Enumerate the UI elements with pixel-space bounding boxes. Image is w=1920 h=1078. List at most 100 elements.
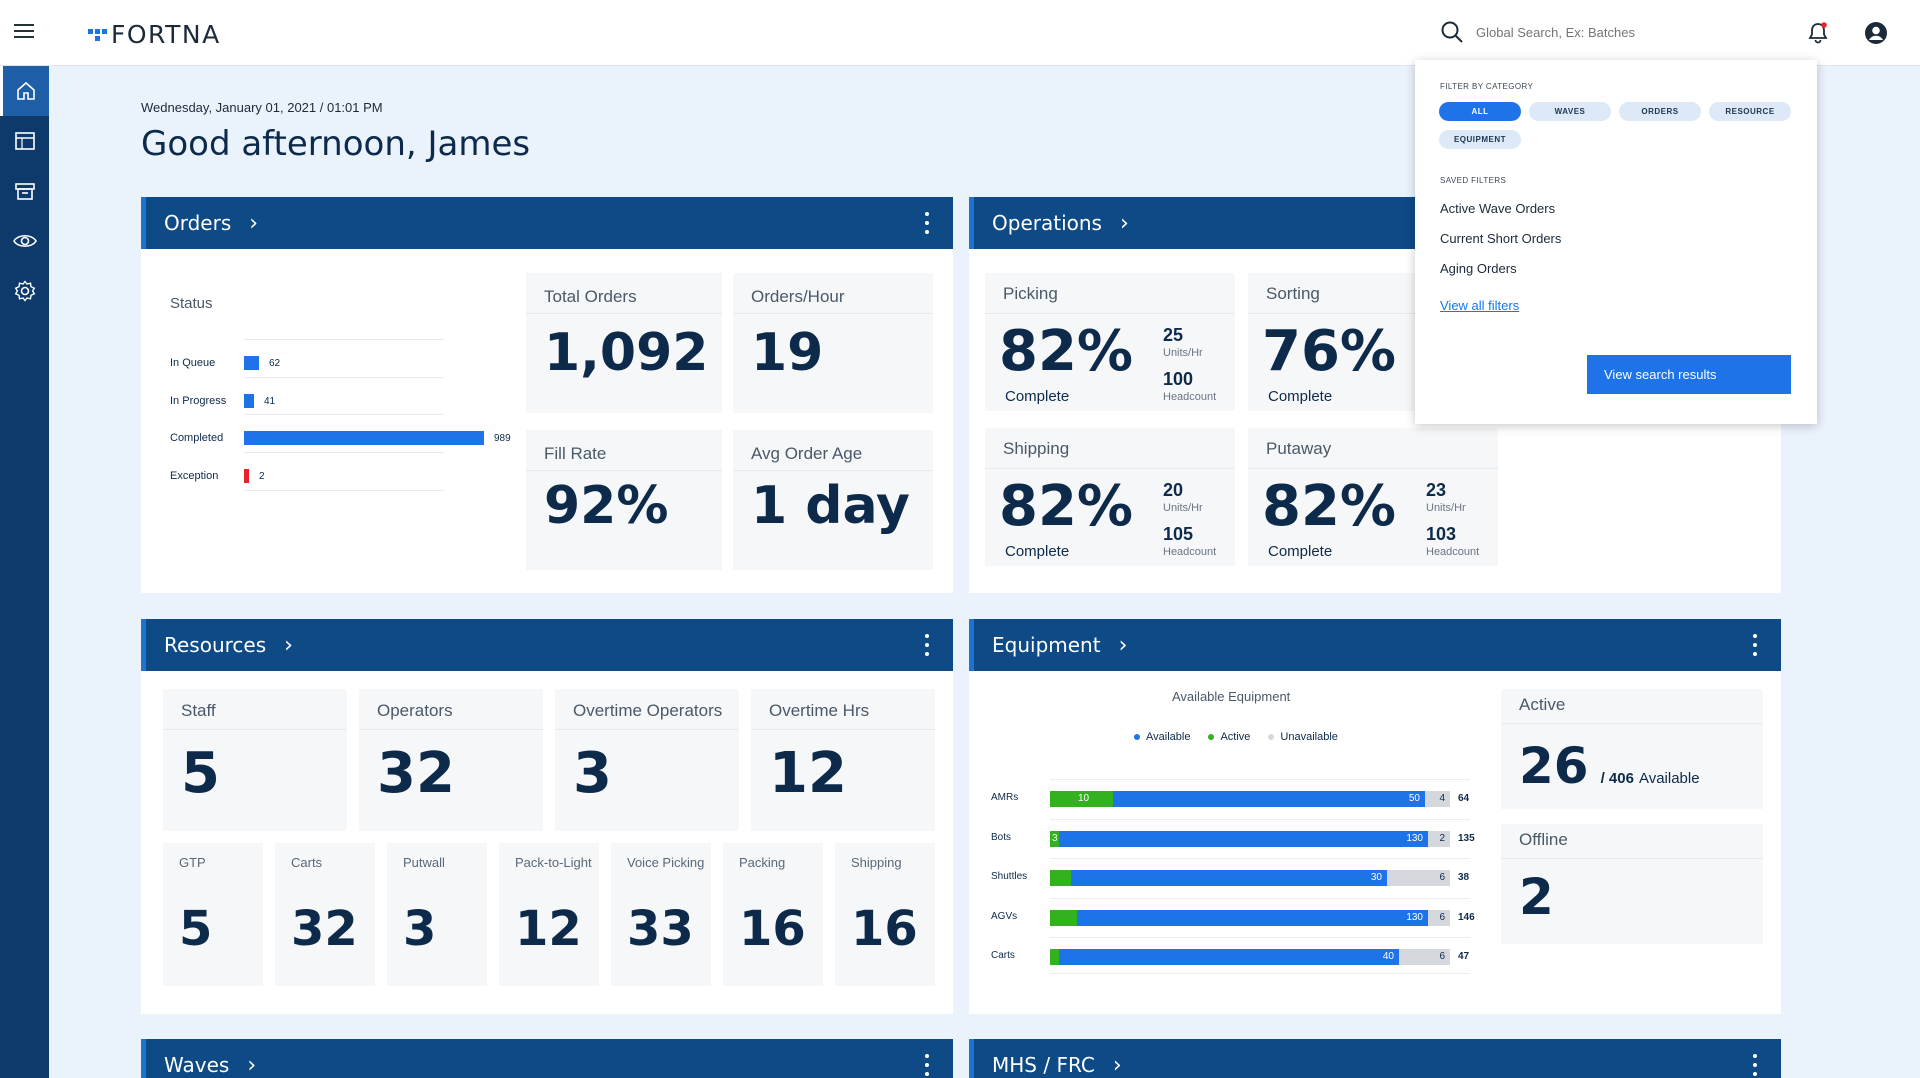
resource-sub-value: 16 (739, 901, 806, 957)
resource-card: Staff 5 (163, 689, 347, 831)
more-icon[interactable] (925, 1054, 931, 1076)
active-bar-segment: 1 (1050, 949, 1059, 965)
resource-sub-label: Putwall (403, 855, 445, 870)
sidebar-item-settings[interactable] (0, 266, 49, 316)
equipment-category-label: Shuttles (991, 871, 1028, 882)
more-icon[interactable] (925, 634, 931, 656)
resource-label: Overtime Hrs (769, 701, 870, 720)
sidebar-item-archive[interactable] (0, 166, 49, 216)
bar-value-label: 6 (1439, 951, 1445, 962)
resource-card: Overtime Operators 3 (555, 689, 739, 831)
resource-label: Staff (181, 701, 216, 720)
status-value: 62 (269, 357, 281, 369)
view-all-filters-link[interactable]: View all filters (1440, 298, 1520, 313)
ops-complete: Complete (1005, 388, 1070, 405)
more-icon[interactable] (1753, 1054, 1759, 1076)
resource-value: 32 (377, 741, 455, 806)
chevron-right-icon[interactable]: › (247, 1052, 257, 1078)
ops-shipping: Shipping 82% Complete 20 Units/Hr 105 He… (985, 428, 1235, 566)
top-bar: FORTNA (0, 0, 1920, 66)
status-chart (141, 197, 511, 593)
bar-value-label: 4 (1439, 793, 1445, 804)
sidebar-item-calendar[interactable] (0, 116, 49, 166)
chip-orders[interactable]: ORDERS (1619, 102, 1701, 121)
ops-pct: 82% (1262, 474, 1397, 539)
ops-complete: Complete (1268, 388, 1333, 405)
active-bar-segment: 10 (1050, 791, 1113, 807)
chip-waves[interactable]: WAVES (1529, 102, 1611, 121)
chevron-right-icon[interactable]: › (284, 632, 293, 658)
chevron-right-icon[interactable]: › (1119, 210, 1129, 236)
chevron-right-icon[interactable]: › (1118, 632, 1128, 658)
eye-icon (12, 234, 37, 248)
active-suffix-label: Available (1638, 770, 1700, 787)
offline-label: Offline (1519, 830, 1568, 849)
chip-equipment[interactable]: EQUIPMENT (1439, 130, 1521, 149)
status-row: In Queue 62 (170, 351, 280, 375)
waves-panel: Waves › (141, 1039, 953, 1078)
chip-all[interactable]: ALL (1439, 102, 1521, 121)
sidebar-item-home[interactable] (0, 66, 49, 116)
equipment-total-label: 47 (1458, 951, 1470, 962)
resource-sub-label: Packing (739, 855, 786, 870)
chevron-right-icon[interactable]: › (1112, 1052, 1122, 1078)
chevron-right-icon[interactable]: › (249, 210, 259, 236)
ops-rate: 23 (1426, 480, 1447, 500)
search-input[interactable] (1476, 24, 1716, 40)
active-label: Active (1519, 695, 1566, 714)
ops-headcount: 100 (1163, 369, 1194, 389)
resource-label: Operators (377, 701, 453, 720)
user-avatar-icon[interactable] (1864, 21, 1888, 45)
global-search[interactable] (1440, 20, 1716, 44)
saved-filter-item[interactable]: Aging Orders (1440, 261, 1517, 276)
search-icon[interactable] (1440, 20, 1464, 44)
equipment-category-label: Bots (991, 832, 1012, 843)
equipment-total-label: 38 (1458, 872, 1470, 883)
bar-value-label: 10 (1078, 793, 1090, 804)
resource-value: 5 (181, 741, 220, 806)
available-bar-segment: 130 (1059, 831, 1428, 847)
equipment-legend: Available Active Unavailable (1134, 731, 1338, 743)
kpi-label: Total Orders (544, 287, 637, 306)
sidebar-item-visibility[interactable] (0, 216, 49, 266)
chip-resource[interactable]: RESOURCE (1709, 102, 1791, 121)
bell-icon[interactable] (1806, 21, 1830, 45)
resource-sub-label: Pack-to-Light (515, 855, 592, 870)
kpi-value: 1,092 (544, 323, 709, 383)
saved-filter-item[interactable]: Current Short Orders (1440, 231, 1562, 246)
more-icon[interactable] (925, 212, 931, 234)
legend-label: Unavailable (1280, 731, 1338, 743)
bar-value-label: 2 (1439, 833, 1445, 844)
logo-mark-icon (88, 28, 107, 41)
equipment-category-label: Carts (991, 950, 1015, 961)
legend-available: Available (1134, 731, 1190, 743)
unavailable-bar-segment: 2 (1428, 831, 1450, 847)
unavailable-bar-segment: 4 (1425, 791, 1450, 807)
unavailable-bar-segment: 6 (1387, 870, 1450, 886)
ops-rate: 25 (1163, 325, 1184, 345)
saved-filter-item[interactable]: Active Wave Orders (1440, 201, 1556, 216)
status-row: In Progress 41 (170, 389, 275, 413)
menu-icon[interactable] (14, 24, 34, 40)
view-search-results-button[interactable]: View search results (1587, 355, 1791, 394)
status-bar (244, 431, 484, 445)
status-label: Exception (170, 470, 219, 482)
ops-pct: 76% (1262, 319, 1397, 384)
available-bar-segment: 50 (1113, 791, 1425, 807)
available-bar-segment: 40 (1059, 949, 1399, 965)
ops-headcount: 103 (1426, 524, 1457, 544)
resource-sub-label: Shipping (851, 855, 902, 870)
chart-gridline (1050, 779, 1470, 780)
more-icon[interactable] (1753, 634, 1759, 656)
kpi-avg-order-age: Avg Order Age 1 day (733, 430, 933, 570)
home-icon (17, 81, 35, 100)
resource-sub-card: Carts 32 (275, 843, 375, 986)
bar-value-label: 30 (1370, 872, 1382, 883)
orders-header: Orders › (141, 197, 953, 249)
legend-unavailable: Unavailable (1268, 731, 1338, 743)
status-row: Exception 2 (170, 464, 265, 488)
bar-value-label: 130 (1406, 833, 1423, 844)
bar-value-label: 3 (1052, 833, 1058, 844)
fortna-logo[interactable]: FORTNA (88, 20, 221, 49)
waves-header: Waves › (141, 1039, 953, 1078)
